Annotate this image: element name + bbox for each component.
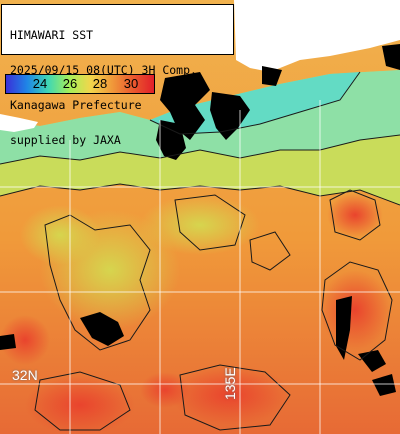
mid-water-patch [20, 205, 100, 265]
observation-time: 2025/09/15 08(UTC) 3H Comp. [10, 62, 197, 77]
cloud-mask [210, 92, 250, 140]
isotherm-line [179, 364, 291, 431]
isotherm-line [0, 134, 400, 165]
isotherm-line [321, 261, 393, 361]
cloud-mask [0, 334, 16, 350]
land-area [234, 0, 400, 72]
product-title: HIMAWARI SST [10, 28, 94, 43]
latitude-label-32n: 32N [12, 367, 38, 383]
cloud-mask [262, 66, 282, 86]
isotherm-line [174, 194, 246, 251]
legend-label-24: 24 [32, 76, 48, 91]
isotherm-line [44, 214, 151, 351]
isotherm-line [149, 71, 361, 135]
legend-label-28: 28 [92, 76, 108, 91]
map-info-box: HIMAWARI SST 2025/09/15 08(UTC) 3H Comp.… [1, 4, 234, 145]
graticule [0, 100, 400, 434]
cloud-mask [336, 296, 352, 360]
cloud-mask [160, 72, 210, 140]
legend-color-bar [6, 75, 154, 93]
warm-water-patch [25, 375, 135, 434]
cloud-mask [80, 312, 124, 346]
legend-label-30: 30 [123, 76, 139, 91]
land-area [0, 114, 38, 132]
isotherm-line [0, 183, 400, 206]
cloud-mask [156, 120, 186, 160]
legend-label-26: 26 [62, 76, 78, 91]
warm-water-patch [0, 315, 50, 365]
temperature-legend: 24 26 28 30 [5, 74, 155, 94]
region-name: Kanagawa Prefecture [10, 97, 142, 112]
warm-water-patch [320, 270, 390, 350]
longitude-label-135e: 135E [222, 367, 238, 400]
isotherm-line [34, 371, 131, 431]
mid-water-patch [140, 195, 260, 255]
cloud-mask [382, 44, 400, 70]
isotherm-line [249, 231, 291, 271]
isotherm-line [329, 189, 381, 241]
cloud-mask [372, 374, 396, 396]
warm-water-patch [327, 193, 383, 237]
warm-water-patch [140, 372, 190, 408]
warm-water-patch [170, 365, 290, 425]
data-provider: supplied by JAXA [10, 132, 121, 147]
